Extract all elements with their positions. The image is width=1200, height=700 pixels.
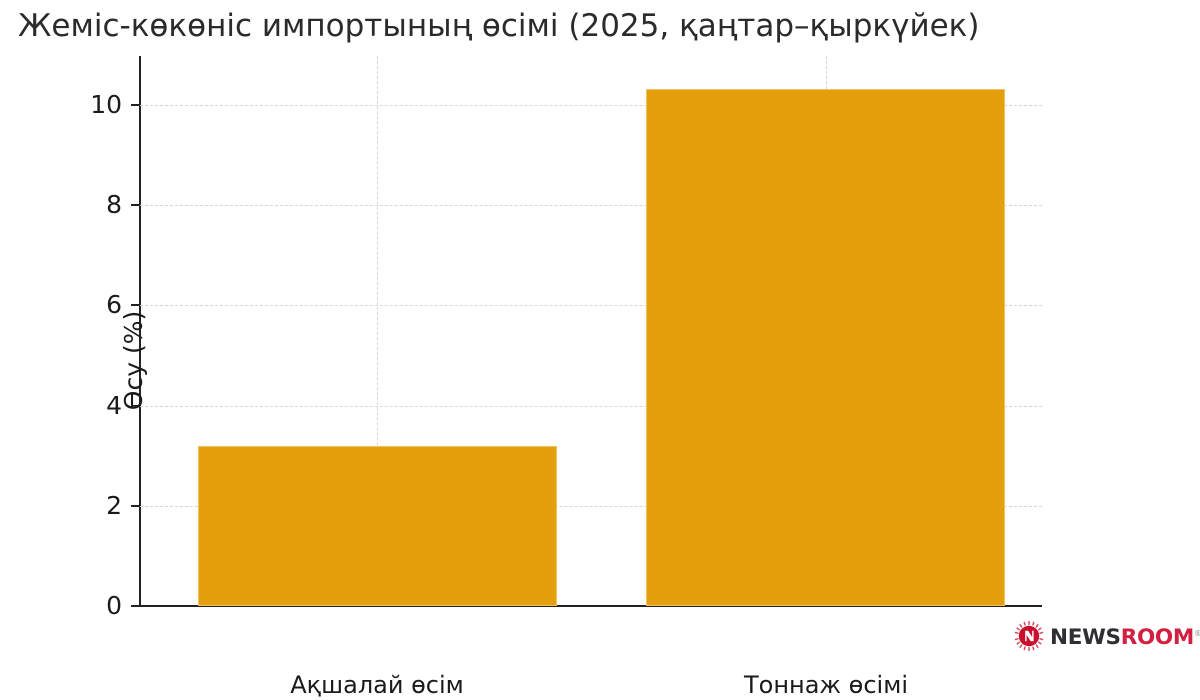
newsroom-logo: NEWSROOM® bbox=[1014, 618, 1200, 654]
y-tick-label-4: 4 bbox=[106, 390, 122, 420]
y-tick-mark-6 bbox=[131, 304, 139, 307]
logo-trademark: ® bbox=[1194, 629, 1200, 639]
gridline-y-4 bbox=[140, 405, 1042, 407]
y-tick-mark-2 bbox=[131, 504, 139, 507]
y-tick-mark-0 bbox=[131, 605, 139, 607]
x-tick-label-1: Тоннаж өсімі bbox=[743, 671, 908, 699]
y-tick-label-0: 0 bbox=[106, 591, 122, 620]
plot-area: Өсу (%) Ақшалай өсім Тоннаж өсімі bbox=[119, 56, 1042, 699]
y-tick-mark-4 bbox=[131, 404, 139, 407]
gridline-y-6 bbox=[140, 305, 1042, 307]
y-axis-spine bbox=[139, 56, 142, 607]
y-axis-title: Өсу (%) bbox=[119, 310, 149, 411]
y-tick-label-6: 6 bbox=[106, 290, 122, 320]
newsroom-wordmark: NEWSROOM® bbox=[1050, 623, 1200, 651]
x-tick-label-0: Ақшалай өсім bbox=[290, 671, 464, 699]
logo-word-room: ROOM bbox=[1120, 625, 1195, 651]
gridline-y-10 bbox=[140, 105, 1042, 106]
bar-tonnazh-osimi bbox=[646, 89, 1005, 606]
gridline-y-8 bbox=[140, 205, 1042, 207]
x-axis-spine bbox=[139, 604, 1042, 607]
y-tick-label-8: 8 bbox=[106, 190, 122, 220]
y-tick-mark-8 bbox=[131, 204, 139, 206]
chart-figure: Жеміс-көкөніс импортының өсімі (2025, қа… bbox=[18, 8, 1200, 699]
y-tick-mark-10 bbox=[131, 104, 139, 106]
newsroom-circle-n-icon bbox=[1014, 620, 1044, 652]
gridline-y-2 bbox=[140, 505, 1042, 507]
logo-word-news: NEWS bbox=[1050, 625, 1121, 651]
chart-title: Жеміс-көкөніс импортының өсімі (2025, қа… bbox=[18, 8, 980, 44]
y-tick-label-2: 2 bbox=[106, 490, 122, 520]
bar-akshalay-osim bbox=[198, 445, 557, 606]
gridline-x-category-0 bbox=[377, 56, 378, 606]
y-tick-label-10: 10 bbox=[90, 90, 122, 119]
